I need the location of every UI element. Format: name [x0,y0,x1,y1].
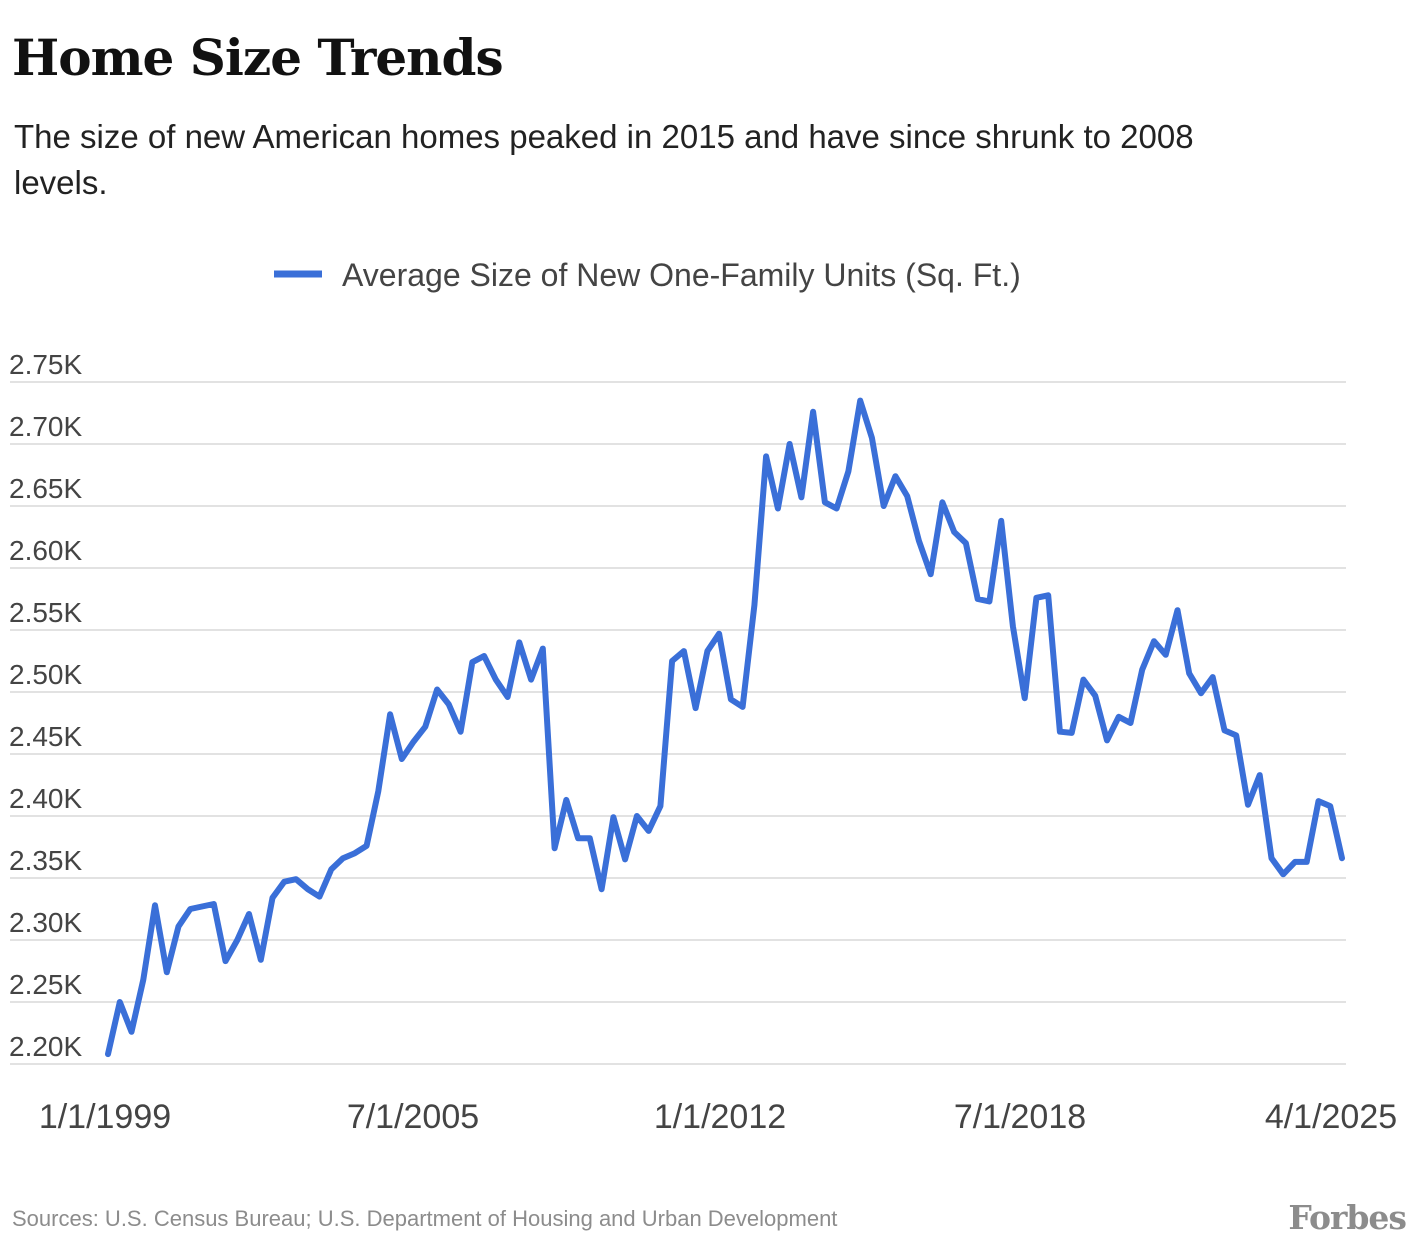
y-tick-label: 2.65K [9,473,82,504]
y-tick-label: 2.25K [9,969,82,1000]
y-tick-label: 2.45K [9,721,82,752]
y-tick-label: 2.30K [9,907,82,938]
y-tick-label: 2.60K [9,535,82,566]
grid-lines [10,381,1346,1065]
sources-note: Sources: U.S. Census Bureau; U.S. Depart… [12,1206,838,1231]
chart-title: Home Size Trends [12,28,504,87]
series-line-avg-size [105,397,1345,1058]
y-tick-label: 2.20K [9,1031,82,1062]
y-tick-label: 2.35K [9,845,82,876]
x-tick-label: 1/1/1999 [39,1098,171,1136]
series-group [105,397,1345,1058]
x-axis-ticks: 1/1/1999 7/1/2005 1/1/2012 7/1/2018 4/1/2025 [39,1098,1397,1136]
x-tick-label: 4/1/2025 [1265,1098,1397,1136]
y-tick-label: 2.75K [9,349,82,380]
forbes-logo: Forbes [1288,1198,1407,1237]
x-tick-label: 7/1/2018 [954,1098,1086,1136]
y-axis-ticks: 2.20K 2.25K 2.30K 2.35K 2.40K 2.45K 2.50K 2.55K… [9,349,82,1062]
y-tick-label: 2.50K [9,659,82,690]
x-tick-label: 7/1/2005 [347,1098,479,1136]
y-tick-label: 2.40K [9,783,82,814]
legend-label: Average Size of New One-Family Units (Sq… [342,257,1021,293]
y-tick-label: 2.55K [9,597,82,628]
y-tick-label: 2.70K [9,411,82,442]
chart-legend: Average Size of New One-Family Units (Sq… [274,257,1021,293]
chart-subtitle: The size of new American homes peaked in… [14,118,1194,201]
x-tick-label: 1/1/2012 [654,1098,786,1136]
